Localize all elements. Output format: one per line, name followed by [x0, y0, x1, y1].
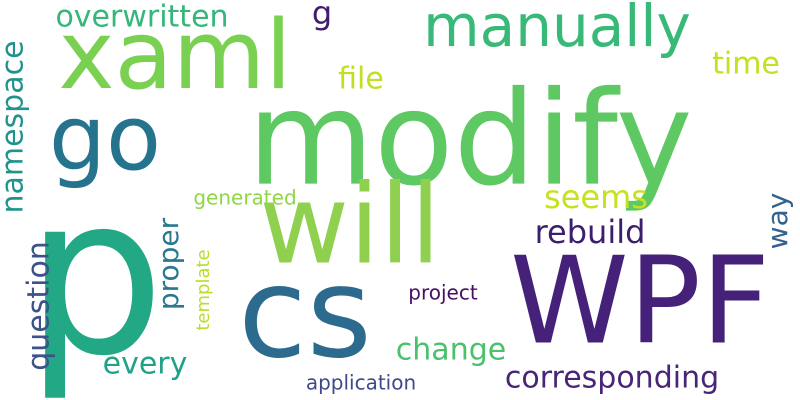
word-every: every	[103, 347, 188, 382]
word-proper: proper	[152, 217, 185, 310]
word-xaml: xaml	[58, 1, 291, 111]
word-manually: manually	[423, 0, 691, 60]
word-cs: cs	[238, 241, 372, 386]
word-question: question	[22, 241, 57, 371]
word-modify: modify	[247, 63, 692, 215]
word-time: time	[712, 47, 780, 82]
word-file: file	[338, 62, 384, 97]
word-p: p	[25, 148, 165, 400]
word-corresponding: corresponding	[505, 361, 719, 396]
word-wpf: WPF	[510, 233, 770, 372]
word-go: go	[49, 86, 161, 191]
word-change: change	[396, 333, 506, 368]
word-generated: generated	[193, 186, 296, 210]
word-overwritten: overwritten	[55, 0, 228, 35]
word-application: application	[306, 371, 416, 395]
word-namespace: namespace	[0, 40, 31, 213]
word-seems: seems	[544, 178, 648, 216]
word-template: template	[193, 249, 214, 330]
word-way: way	[761, 193, 794, 250]
word-rebuild: rebuild	[535, 213, 646, 251]
word-will: will	[259, 160, 441, 288]
word-g: g	[312, 0, 332, 32]
word-project: project	[408, 281, 478, 305]
